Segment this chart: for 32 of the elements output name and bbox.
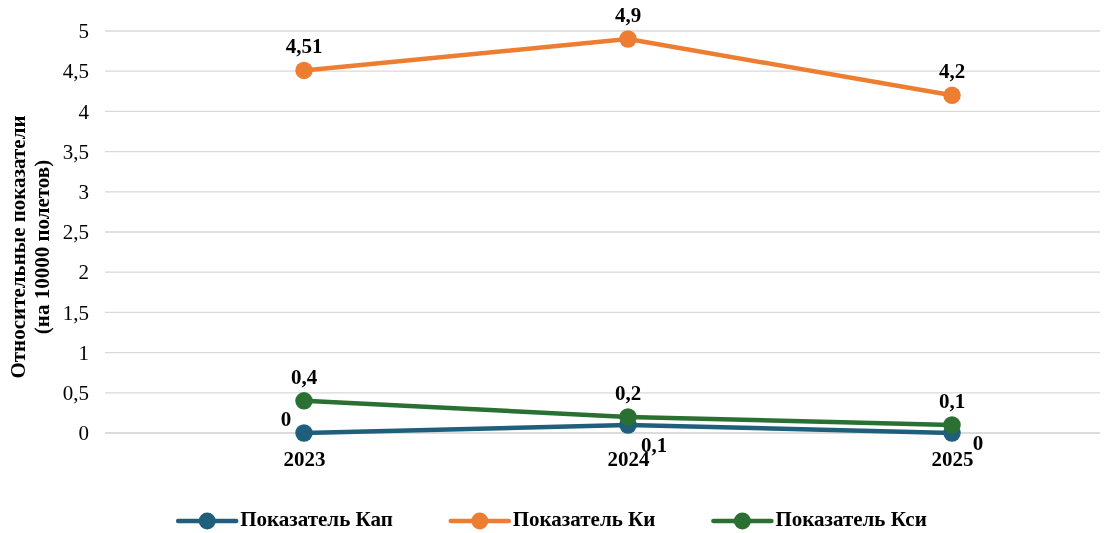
data-label: 0 [972, 430, 984, 455]
data-label: 0 [280, 406, 292, 431]
data-label: 4,51 [285, 34, 323, 59]
y-tick-label: 1 [78, 340, 89, 365]
y-tick-label: 1,5 [62, 300, 89, 325]
data-label: 0,4 [290, 364, 318, 389]
y-tick-label: 4 [78, 99, 90, 124]
point [295, 392, 313, 410]
point [295, 61, 313, 80]
y-tick-label: 5 [78, 19, 89, 44]
y-tick-label: 2,5 [62, 220, 89, 245]
data-label: 4,9 [614, 2, 642, 27]
point [943, 416, 961, 434]
y-tick-label: 4,5 [62, 59, 89, 84]
point [619, 408, 637, 426]
y-tick-label: 0 [78, 421, 89, 446]
point [295, 424, 313, 442]
data-label: 0,1 [938, 388, 966, 413]
y-tick-label: 3,5 [62, 139, 89, 164]
data-label: 0,2 [614, 380, 642, 405]
y-tick-label: 0,5 [62, 381, 89, 406]
y-axis-title: Относительные показатели (на 10000 полетов) [6, 115, 54, 379]
legend-label: Показатель Кси [775, 506, 927, 531]
data-label: 4,2 [938, 59, 966, 84]
point [943, 86, 961, 105]
y-tick-label: 2 [78, 260, 89, 285]
x-tick-label: 2023 [283, 446, 326, 471]
legend-label: Показатель Ки [512, 506, 656, 531]
point [619, 30, 637, 48]
y-tick-label: 3 [78, 180, 89, 205]
legend-label: Показатель Кап [240, 506, 393, 531]
x-tick-label: 2025 [931, 446, 974, 471]
